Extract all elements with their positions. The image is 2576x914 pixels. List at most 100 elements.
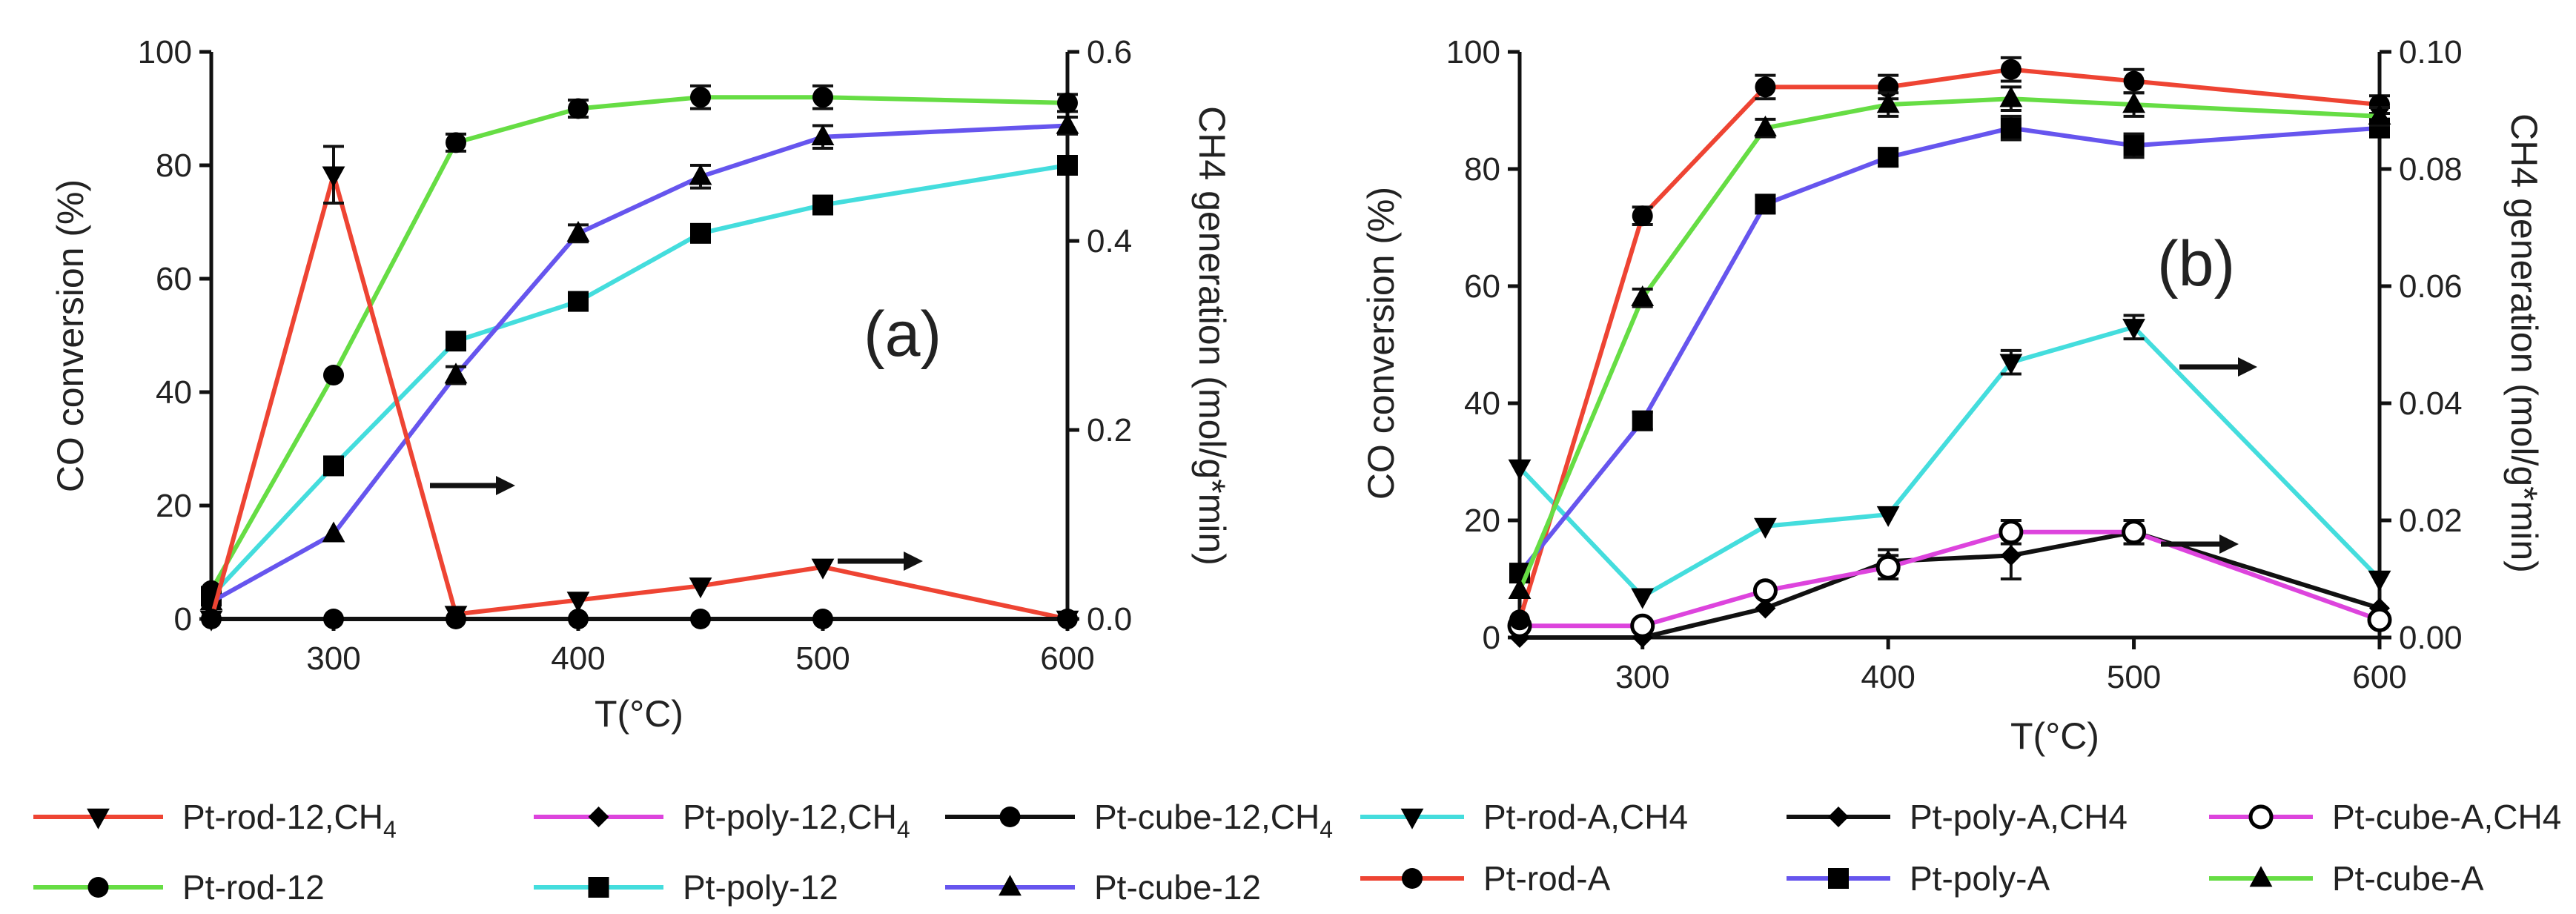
legend-label: Pt-rod-12 [182,868,325,907]
legend-label: Pt-poly-A,CH4 [1910,798,2128,836]
data-point [690,609,711,629]
data-point [323,455,344,477]
data-point [2122,92,2145,113]
y-right-tick-label: 0.02 [2399,503,2463,539]
data-point [1755,193,1776,215]
y-left-tick-label: 100 [138,34,192,70]
data-point [2000,117,2022,139]
series-line [1517,125,2380,574]
legend-label: Pt-cube-A,CH4 [2332,798,2561,836]
data-point [1755,597,1776,619]
legend-swatch-marker [999,875,1022,896]
legend-item: Pt-poly-A [1787,859,2050,898]
data-point [1632,410,1653,431]
y-left-tick-label: 100 [1446,34,1500,70]
data-point [444,362,468,384]
panel-b-plot-area: 300 400 500 600 0 20 40 60 80 100 0.00 0.02 0.04 0.06… [1446,34,2463,695]
data-point [2122,520,2147,545]
legend-item: Pt-poly-12 [534,868,838,907]
data-point [1754,517,1777,539]
legend-label-subscript: 4 [897,816,910,843]
data-point [323,365,344,386]
data-point [1057,155,1078,176]
series-pt-rod-12-ch4 [199,145,1079,632]
y-left-tick-label: 60 [1464,268,1500,305]
legend-swatch-marker [999,807,1021,827]
data-point [566,592,590,613]
y-right-tick-label: 0.2 [1087,412,1132,448]
panel-b-label: (b) [2157,228,2235,299]
y-left-tick-label: 80 [1464,151,1500,188]
legend-item: Pt-rod-12,CH4 [33,798,397,843]
data-point [2123,70,2145,92]
y-left-tick-label: 0 [174,601,192,638]
data-point [568,609,589,629]
series-line [1517,96,2380,592]
data-point [1632,205,1653,227]
legend-item: Pt-rod-12 [33,868,325,907]
legend-label: Pt-poly-A [1910,859,2050,898]
data-point [1056,113,1079,134]
legend-label-subscript: 4 [383,816,397,843]
data-point [446,609,466,629]
legend-label: Pt-rod-A,CH4 [1483,798,1688,836]
data-point [2368,104,2391,125]
x-tick-label: 600 [1040,640,1094,677]
panel-a-y-left-title: CO conversion (%) [50,179,91,492]
data-point [1999,354,2023,375]
legend-item: Pt-cube-A [2209,859,2484,898]
y-right-tick-label: 0.6 [1087,34,1132,70]
x-tick-label: 300 [306,640,360,677]
data-point [1754,115,1777,136]
series-pt-cube-a-ch4 [1507,519,2392,638]
data-point [2000,545,2022,566]
legend-swatch-marker [1828,807,1849,827]
y-right-tick-label: 0.0 [1087,601,1132,638]
panel-a-x-axis-title: T(°C) [595,693,683,735]
legend-item: Pt-cube-A,CH4 [2209,798,2561,836]
legend-swatch-marker [2249,866,2273,887]
series-line [1517,67,2380,621]
series-pt-cube-a [1508,85,2391,599]
data-point [2367,607,2392,632]
data-point [812,87,833,108]
data-point [1876,92,1900,113]
y-right-tick-label: 0.04 [2399,385,2463,422]
legend-label: Pt-poly-12 [683,868,838,907]
data-point [689,577,712,599]
annotation-arrow-head [2238,357,2257,377]
panel-b-x-axis-title: T(°C) [2010,715,2099,757]
data-point [1878,147,1899,168]
data-point [1508,578,1532,599]
y-left-tick-label: 60 [156,261,192,297]
data-point [1876,506,1900,527]
data-point [1999,86,2023,107]
data-point [811,558,835,580]
x-tick-label: 500 [795,640,850,677]
data-point [2122,319,2145,340]
legend-item: Pt-rod-A [1360,859,1611,898]
data-point [568,98,589,119]
panel-b-y-right-title: CH4 generation (mol/g*min) [2503,113,2545,573]
panel-a-legend: Pt-rod-12,CH4 Pt-poly-12,CH4 Pt-cube-12,CH… [33,798,1333,907]
data-point [2368,570,2391,592]
data-point [1508,459,1532,480]
legend-swatch-marker [2248,804,2274,829]
legend-label: Pt-cube-A [2332,859,2484,898]
y-left-tick-label: 40 [156,374,192,411]
legend-item: Pt-cube-12,CH4 [945,798,1333,843]
x-tick-label: 300 [1615,659,1669,695]
legend-label: Pt-rod-A [1483,859,1611,898]
annotation-arrow-head [496,476,515,495]
data-point [690,222,711,244]
legend-swatch-marker [87,877,109,898]
data-point [1057,609,1078,629]
legend-label: Pt-cube-12 [1094,868,1261,907]
data-point [1057,92,1078,113]
panel-a-label: (a) [864,299,941,370]
data-point [1631,588,1655,609]
data-point [811,124,835,145]
data-point [1631,285,1655,306]
series-line [209,172,1068,621]
